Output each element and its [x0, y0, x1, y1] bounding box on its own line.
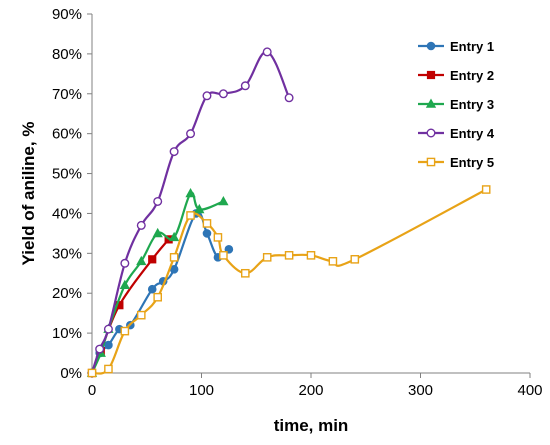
- legend-label: Entry 4: [450, 126, 495, 141]
- x-tick-label: 400: [517, 382, 542, 399]
- legend-entry-1: Entry 1: [418, 39, 494, 54]
- legend-marker: [426, 157, 436, 167]
- y-tick-label: 60%: [52, 126, 82, 143]
- data-point: [136, 310, 146, 320]
- data-point: [95, 344, 105, 354]
- data-point: [147, 284, 157, 294]
- y-tick-label: 40%: [52, 205, 82, 222]
- series-line: [91, 188, 487, 375]
- data-point: [169, 147, 179, 157]
- data-point: [186, 129, 196, 139]
- series-4: [87, 47, 294, 378]
- axes: 0% 10% 20% 30% 40% 50% 60% 70% 80% 90% 0 100 200 300 4…: [52, 6, 543, 399]
- data-point: [119, 279, 130, 290]
- data-point: [218, 89, 228, 99]
- legend-entry-4: Entry 4: [418, 126, 495, 141]
- data-point: [120, 258, 130, 268]
- legend-label: Entry 3: [450, 97, 494, 112]
- data-point: [262, 253, 272, 262]
- data-point: [218, 195, 229, 206]
- y-tick-label: 50%: [52, 166, 82, 183]
- y-tick-label: 90%: [52, 6, 82, 23]
- x-tick-label: 300: [408, 382, 433, 399]
- data-point: [169, 253, 179, 262]
- data-point: [186, 211, 195, 220]
- data-point: [262, 47, 272, 57]
- y-tick-label: 70%: [52, 86, 82, 103]
- data-point: [152, 227, 163, 238]
- legend: Entry 1 Entry 2 Entry 3 Entry 4 Entry 5: [418, 39, 495, 170]
- data-point: [240, 268, 250, 278]
- data-point: [194, 203, 205, 214]
- data-point: [136, 220, 146, 230]
- data-point: [481, 185, 491, 194]
- legend-label: Entry 1: [450, 39, 494, 54]
- x-tick-label: 0: [88, 382, 96, 399]
- data-point: [153, 292, 163, 302]
- legend-marker: [426, 128, 436, 138]
- legend-marker: [426, 70, 436, 80]
- data-point: [350, 255, 360, 264]
- data-point: [284, 93, 294, 103]
- data-point: [213, 233, 223, 242]
- data-point: [148, 255, 157, 264]
- data-point: [202, 91, 212, 101]
- legend-entry-2: Entry 2: [418, 68, 494, 83]
- data-point: [153, 196, 163, 206]
- data-point: [328, 257, 338, 266]
- legend-label: Entry 2: [450, 68, 494, 83]
- data-point: [168, 231, 180, 242]
- legend-label: Entry 5: [450, 155, 494, 170]
- data-point: [219, 251, 228, 260]
- y-tick-label: 20%: [52, 285, 82, 302]
- data-point: [185, 187, 196, 198]
- data-point: [87, 368, 97, 378]
- data-point: [202, 229, 212, 238]
- series-5: [87, 185, 491, 378]
- series-layer: [86, 47, 491, 378]
- y-axis-title: Yield of aniline, %: [19, 122, 38, 266]
- legend-entry-3: Entry 3: [418, 97, 494, 112]
- data-point: [202, 219, 212, 228]
- legend-marker: [425, 98, 437, 108]
- y-tick-label: 10%: [52, 325, 82, 342]
- x-tick-label: 200: [298, 382, 323, 399]
- data-point: [103, 324, 113, 334]
- x-tick-label: 100: [189, 382, 214, 399]
- y-tick-label: 30%: [52, 245, 82, 262]
- x-axis-title: time, min: [274, 416, 349, 435]
- data-point: [306, 251, 316, 260]
- legend-entry-5: Entry 5: [418, 155, 494, 170]
- data-point: [104, 340, 113, 350]
- data-point: [136, 255, 147, 266]
- legend-marker: [426, 41, 436, 51]
- y-tick-label: 0%: [60, 365, 82, 382]
- data-point: [104, 364, 113, 374]
- data-point: [120, 326, 130, 336]
- data-point: [284, 251, 294, 260]
- y-tick-label: 80%: [52, 46, 82, 63]
- data-point: [240, 81, 250, 91]
